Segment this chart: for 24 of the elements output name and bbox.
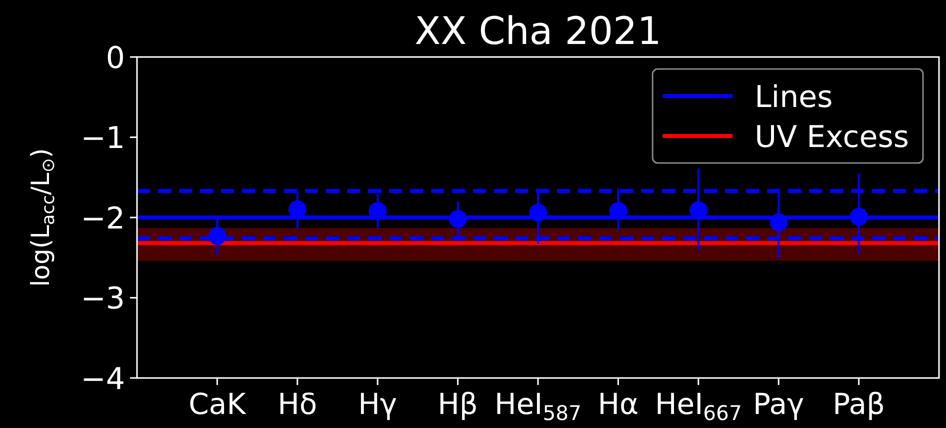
x-tick-label: Hα [598, 387, 639, 421]
x-tick-label: Hγ [358, 387, 398, 421]
y-tick-label: −3 [80, 282, 125, 317]
x-tick-label: HeI$_{667}$ [654, 387, 742, 425]
point [208, 226, 226, 245]
legend-label: Lines [754, 80, 833, 115]
x-tick-label: HeI$_{587}$ [494, 387, 582, 425]
legend-label: UV Excess [754, 120, 910, 155]
point [529, 204, 547, 222]
chart-title: XX Cha 2021 [414, 9, 662, 53]
point [850, 208, 868, 226]
x-tick-label: CaK [188, 387, 247, 421]
point [609, 202, 628, 220]
point [448, 210, 467, 228]
y-tick-label: −4 [80, 362, 125, 397]
y-tick-label: −2 [80, 201, 125, 236]
y-tick-label: 0 [106, 40, 125, 76]
x-tick-label: Paγ [753, 387, 804, 421]
y-tick-label: −1 [80, 121, 125, 156]
point [770, 213, 788, 232]
x-tick-label: Hδ [278, 387, 318, 421]
point [368, 202, 387, 220]
x-tick-label: Hβ [438, 387, 478, 421]
x-tick-label: Paβ [832, 387, 886, 421]
